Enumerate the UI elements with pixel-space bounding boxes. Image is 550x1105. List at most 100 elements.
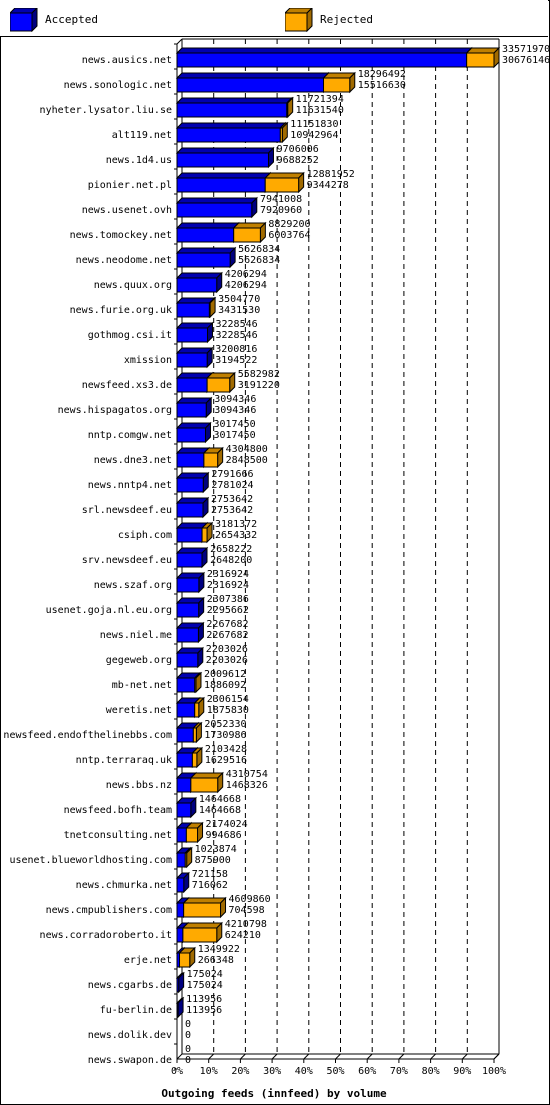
value-label-accepted: 175024 [187,980,223,991]
bar-rejected-front [194,702,200,718]
y-axis-depth [176,38,183,45]
value-label-accepted: 2753642 [211,505,253,516]
bar-accepted-front [176,127,281,143]
bar-accepted-front [176,827,187,843]
category-label: news.dolik.dev [88,1030,172,1041]
value-label-total: 2009612 [204,669,246,680]
bar-accepted [175,271,223,294]
bar-rejected-front [183,902,222,918]
category-label: news.hispagatos.org [58,405,172,416]
x-axis: 0% 10% 20% 30% 40% 50% 60% 70% 80% 90% 100% [171,1059,506,1077]
bar-accepted-top [175,347,214,354]
bar-accepted [175,246,237,269]
bar-accepted-front [176,652,199,668]
category-label: news.nntp4.net [88,480,172,491]
x-tick-label: 30% [263,1066,281,1077]
category-label: alt119.net [112,130,172,141]
value-label-accepted: 1468326 [226,780,268,791]
value-label-accepted: 4206294 [225,280,267,291]
value-label-accepted: 2316924 [207,580,249,591]
value-label-accepted: 3094346 [214,405,256,416]
bar-accepted-front [176,977,180,993]
value-label-accepted: 716062 [192,880,228,891]
bar-rejected-front [203,452,219,468]
bar-accepted [175,121,287,144]
category-label: mb-net.net [112,680,172,691]
bar-accepted-front [176,902,185,918]
value-label-total: 2306154 [207,694,249,705]
x-axis-title: Outgoing feeds (innfeed) by volume [161,1087,387,1100]
category-label: tnetconsulting.net [64,830,172,841]
bar-rejected-top [181,922,223,929]
bar-accepted-front [176,752,193,768]
bar-accepted [175,571,206,594]
category-label: news.cmpublishers.com [46,905,172,916]
category-label: xmission [124,355,172,366]
category-label: news.szaf.org [94,580,172,591]
bar-accepted-top [175,147,275,154]
gridline-depth [271,1053,278,1060]
value-label-total: 2174024 [206,819,248,830]
bar-accepted-front [176,252,231,268]
value-label-total: 4609860 [229,894,271,905]
category-label: news.1d4.us [106,155,172,166]
value-label-total: 4210798 [225,919,267,930]
value-label-accepted: 266348 [198,955,234,966]
value-label-total: 175024 [187,969,223,980]
bar-rejected [465,46,501,69]
bar-accepted-front [176,1002,179,1018]
bar-rejected-front [279,127,283,143]
bar-accepted [175,971,185,994]
bar-accepted [175,871,190,894]
bar-rejected [264,171,305,194]
bar-accepted-front [176,527,203,543]
gridline-depth [240,1053,246,1060]
bars [175,46,501,1019]
bar-rejected [181,921,223,944]
category-label: erje.net [124,955,172,966]
bar-accepted-front [176,202,253,218]
bar-accepted [175,596,205,619]
value-label-accepted: 994686 [206,830,242,841]
gridline-depth [303,1053,310,1060]
bar-accepted-front [176,227,235,243]
value-label-accepted: 3228546 [215,330,257,341]
category-label: news.corradoroberto.it [40,930,172,941]
bar-accepted-front [176,402,207,418]
category-label: news.dne3.net [94,455,172,466]
category-label: pionier.net.pl [88,180,172,191]
value-label-accepted: 0 [185,1030,191,1041]
value-label-accepted: 15516630 [358,80,406,91]
category-label: news.chmurka.net [76,880,172,891]
gridline-depth [366,1053,373,1060]
value-label-accepted: 11631540 [296,105,344,116]
bar-accepted-front [176,177,266,193]
category-label: usenet.blueworldhosting.com [9,855,172,866]
value-label-total: 2267682 [206,619,248,630]
category-label: newsfeed.xs3.de [82,380,172,391]
value-label-accepted: 1629516 [205,755,247,766]
bar-accepted-front [176,702,196,718]
gridline-depth [335,1053,341,1060]
value-label-total: 2316924 [207,569,249,580]
category-label: newsfeed.bofh.team [64,805,172,816]
value-label-total: 1023874 [195,844,237,855]
value-label-total: 0 [185,1019,191,1030]
x-tick-label: 60% [358,1066,376,1077]
bar-accepted-top [175,322,214,329]
bar-rejected [322,71,356,94]
value-label-accepted: 624210 [225,930,261,941]
bar-rejected-front [194,677,197,693]
bar-accepted-front [176,677,196,693]
category-label: gothmog.csi.it [88,330,172,341]
category-label: news.neodome.net [76,255,172,266]
category-label: nntp.terraraq.uk [76,755,172,766]
gridline-depth [398,1053,405,1060]
value-label-accepted: 3017450 [213,430,255,441]
bar-accepted-front [176,277,218,293]
value-label-accepted: 3194522 [215,355,257,366]
value-label-accepted: 1464668 [199,805,241,816]
bar-accepted-front [176,852,186,868]
bar-accepted-front [176,452,205,468]
